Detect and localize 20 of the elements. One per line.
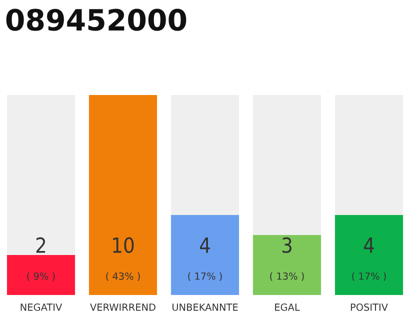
bar — [6, 95, 76, 255]
bar — [334, 95, 404, 215]
x-tick-label: EGAL — [275, 304, 300, 311]
data-label: 4 ( 17% ) — [352, 238, 386, 281]
bar — [170, 215, 240, 295]
data-label: 2 ( 9% ) — [27, 237, 55, 281]
data-label: 3 ( 13% ) — [270, 237, 304, 281]
bar — [334, 215, 404, 295]
bar — [6, 255, 76, 295]
data-label: 4 ( 17% ) — [188, 238, 222, 281]
bar — [170, 95, 240, 215]
bar — [252, 95, 322, 235]
bar — [88, 95, 158, 295]
chart-title: 089452000 — [6, 8, 186, 31]
x-tick-label: UNBEKANNTE — [172, 304, 238, 311]
x-tick-label: POSITIV — [350, 304, 388, 311]
bar — [252, 235, 322, 295]
x-tick-label: NEGATIV — [20, 304, 62, 311]
data-label: 10 ( 43% ) — [106, 237, 140, 281]
x-tick-label: VERWIRREND — [90, 304, 156, 311]
